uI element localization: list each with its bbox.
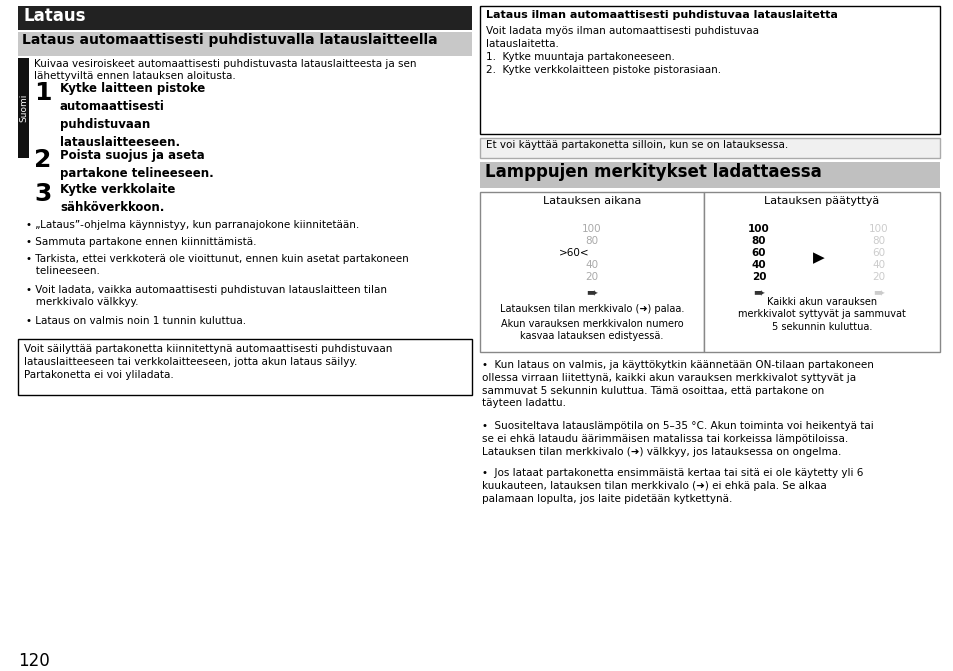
- Text: • Voit ladata, vaikka automaattisesti puhdistuvan latauslaitteen tilan
   merkki: • Voit ladata, vaikka automaattisesti pu…: [26, 285, 387, 307]
- Text: Akun varauksen merkkivalon numero
kasvaa latauksen edistyessä.: Akun varauksen merkkivalon numero kasvaa…: [500, 319, 682, 342]
- FancyBboxPatch shape: [559, 210, 623, 300]
- Text: 100: 100: [581, 224, 601, 234]
- Text: latauslaitetta.: latauslaitetta.: [485, 39, 558, 49]
- Text: 60: 60: [751, 248, 765, 258]
- Text: 2.  Kytke verkkolaitteen pistoke pistorasiaan.: 2. Kytke verkkolaitteen pistoke pistoras…: [485, 65, 720, 75]
- Text: 120: 120: [18, 652, 50, 670]
- Text: ➨: ➨: [585, 286, 598, 300]
- Text: Poista suojus ja aseta
partakone telineeseen.: Poista suojus ja aseta partakone telinee…: [60, 149, 213, 180]
- Text: 60: 60: [872, 248, 884, 258]
- FancyBboxPatch shape: [846, 210, 910, 300]
- Bar: [703, 192, 939, 352]
- Text: • Lataus on valmis noin 1 tunnin kuluttua.: • Lataus on valmis noin 1 tunnin kuluttu…: [26, 316, 246, 326]
- Text: 3: 3: [34, 182, 51, 206]
- Text: •  Jos lataat partakonetta ensimmäistä kertaa tai sitä ei ole käytetty yli 6
kuu: • Jos lataat partakonetta ensimmäistä ke…: [481, 468, 862, 504]
- Text: 100: 100: [747, 224, 769, 234]
- Text: • „Lataus”-ohjelma käynnistyy, kun parranajokone kiinnitetään.: • „Lataus”-ohjelma käynnistyy, kun parra…: [26, 220, 359, 230]
- Text: • Tarkista, ettei verkkoterä ole vioittunut, ennen kuin asetat partakoneen
   te: • Tarkista, ettei verkkoterä ole vioittu…: [26, 254, 408, 276]
- Text: Kaikki akun varauksen
merkkivalot syttyvät ja sammuvat
5 sekunnin kuluttua.: Kaikki akun varauksen merkkivalot syttyv…: [738, 297, 905, 331]
- Text: •  Suositeltava latauslämpötila on 5–35 °C. Akun toiminta voi heikentyä tai
se e: • Suositeltava latauslämpötila on 5–35 °…: [481, 421, 873, 456]
- Text: Latauksen tilan merkkivalo (➜) palaa.: Latauksen tilan merkkivalo (➜) palaa.: [499, 304, 683, 314]
- Text: Kytke laitteen pistoke
automaattisesti
puhdistuvaan
latauslaitteeseen.: Kytke laitteen pistoke automaattisesti p…: [60, 82, 205, 149]
- Text: Lataus automaattisesti puhdistuvalla latauslaitteella: Lataus automaattisesti puhdistuvalla lat…: [22, 33, 437, 47]
- Text: 100: 100: [868, 224, 888, 234]
- Bar: [18, 339, 472, 395]
- Bar: [18, 32, 472, 56]
- Text: Lataus: Lataus: [24, 7, 87, 25]
- Text: Lamppujen merkitykset ladattaessa: Lamppujen merkitykset ladattaessa: [484, 163, 821, 181]
- Text: Voit säilyttää partakonetta kiinnitettynä automaattisesti puhdistuvaan
latauslai: Voit säilyttää partakonetta kiinnitettyn…: [24, 344, 392, 380]
- Text: Latauksen päätyttyä: Latauksen päätyttyä: [763, 196, 879, 206]
- Text: 20: 20: [751, 272, 765, 282]
- Text: • Sammuta partakone ennen kiinnittämistä.: • Sammuta partakone ennen kiinnittämistä…: [26, 237, 256, 247]
- Bar: [18, 58, 29, 158]
- Text: •  Kun lataus on valmis, ja käyttökytkin käännetään ON-tilaan partakoneen
olless: • Kun lataus on valmis, ja käyttökytkin …: [481, 360, 873, 409]
- Text: Voit ladata myös ilman automaattisesti puhdistuvaa: Voit ladata myös ilman automaattisesti p…: [485, 26, 759, 36]
- Bar: [479, 6, 939, 134]
- Text: 80: 80: [585, 236, 598, 246]
- Text: Latauksen aikana: Latauksen aikana: [542, 196, 640, 206]
- Text: Et voi käyttää partakonetta silloin, kun se on latauksessa.: Et voi käyttää partakonetta silloin, kun…: [485, 140, 787, 150]
- Text: >60<: >60<: [558, 248, 589, 258]
- Text: 40: 40: [872, 260, 884, 270]
- FancyBboxPatch shape: [726, 210, 790, 300]
- Bar: [479, 192, 703, 352]
- Text: 1.  Kytke muuntaja partakoneeseen.: 1. Kytke muuntaja partakoneeseen.: [485, 52, 674, 62]
- Bar: [479, 162, 939, 188]
- Text: 20: 20: [585, 272, 598, 282]
- Text: ➨: ➨: [753, 286, 764, 300]
- Text: 1: 1: [34, 81, 51, 105]
- Bar: [479, 138, 939, 158]
- Bar: [18, 6, 472, 30]
- Text: 40: 40: [585, 260, 598, 270]
- Text: Lataus ilman automaattisesti puhdistuvaa latauslaitetta: Lataus ilman automaattisesti puhdistuvaa…: [485, 10, 837, 20]
- Text: 20: 20: [872, 272, 884, 282]
- Text: Kytke verkkolaite
sähköverkkoon.: Kytke verkkolaite sähköverkkoon.: [60, 183, 175, 214]
- Text: 80: 80: [872, 236, 884, 246]
- Text: Suomi: Suomi: [19, 94, 28, 122]
- Text: 80: 80: [751, 236, 765, 246]
- Text: Kuivaa vesiroiskeet automaattisesti puhdistuvasta latauslaitteesta ja sen
lähett: Kuivaa vesiroiskeet automaattisesti puhd…: [34, 59, 416, 81]
- Text: ▶: ▶: [812, 250, 824, 265]
- Text: ➨: ➨: [872, 286, 883, 300]
- Text: 40: 40: [751, 260, 765, 270]
- Text: 2: 2: [34, 148, 51, 172]
